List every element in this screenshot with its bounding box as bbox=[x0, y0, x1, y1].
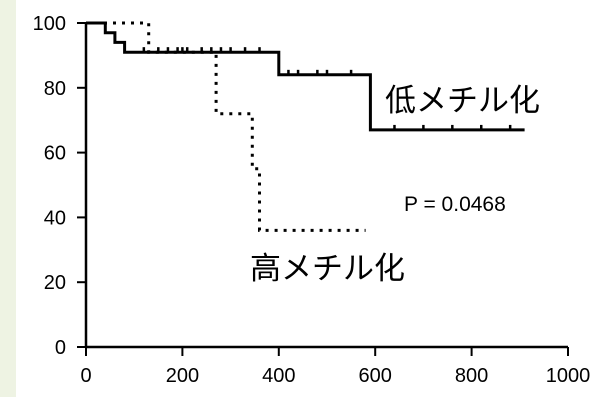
y-tick-label: 80 bbox=[44, 78, 66, 100]
survival-curve-low-methylation bbox=[86, 21, 525, 132]
y-tick-label: 40 bbox=[44, 207, 66, 229]
x-tick-label: 1000 bbox=[546, 365, 591, 387]
x-tick-label: 800 bbox=[455, 365, 488, 387]
x-tick-label: 600 bbox=[359, 365, 392, 387]
y-tick-label: 60 bbox=[44, 143, 66, 165]
series-label-high-methylation: 高メチル化 bbox=[250, 251, 405, 286]
y-tick-label: 20 bbox=[44, 272, 66, 294]
y-tick-label: 100 bbox=[33, 13, 66, 35]
x-tick-label: 200 bbox=[166, 365, 199, 387]
plot-background bbox=[16, 0, 600, 397]
series-label-low-methylation: 低メチル化 bbox=[385, 83, 540, 118]
y-tick-label: 0 bbox=[55, 337, 66, 359]
x-tick-label: 0 bbox=[80, 365, 91, 387]
survival-curve-high-methylation bbox=[86, 21, 366, 232]
x-tick-label: 400 bbox=[262, 365, 295, 387]
p-value-annotation: P = 0.0468 bbox=[404, 193, 506, 216]
